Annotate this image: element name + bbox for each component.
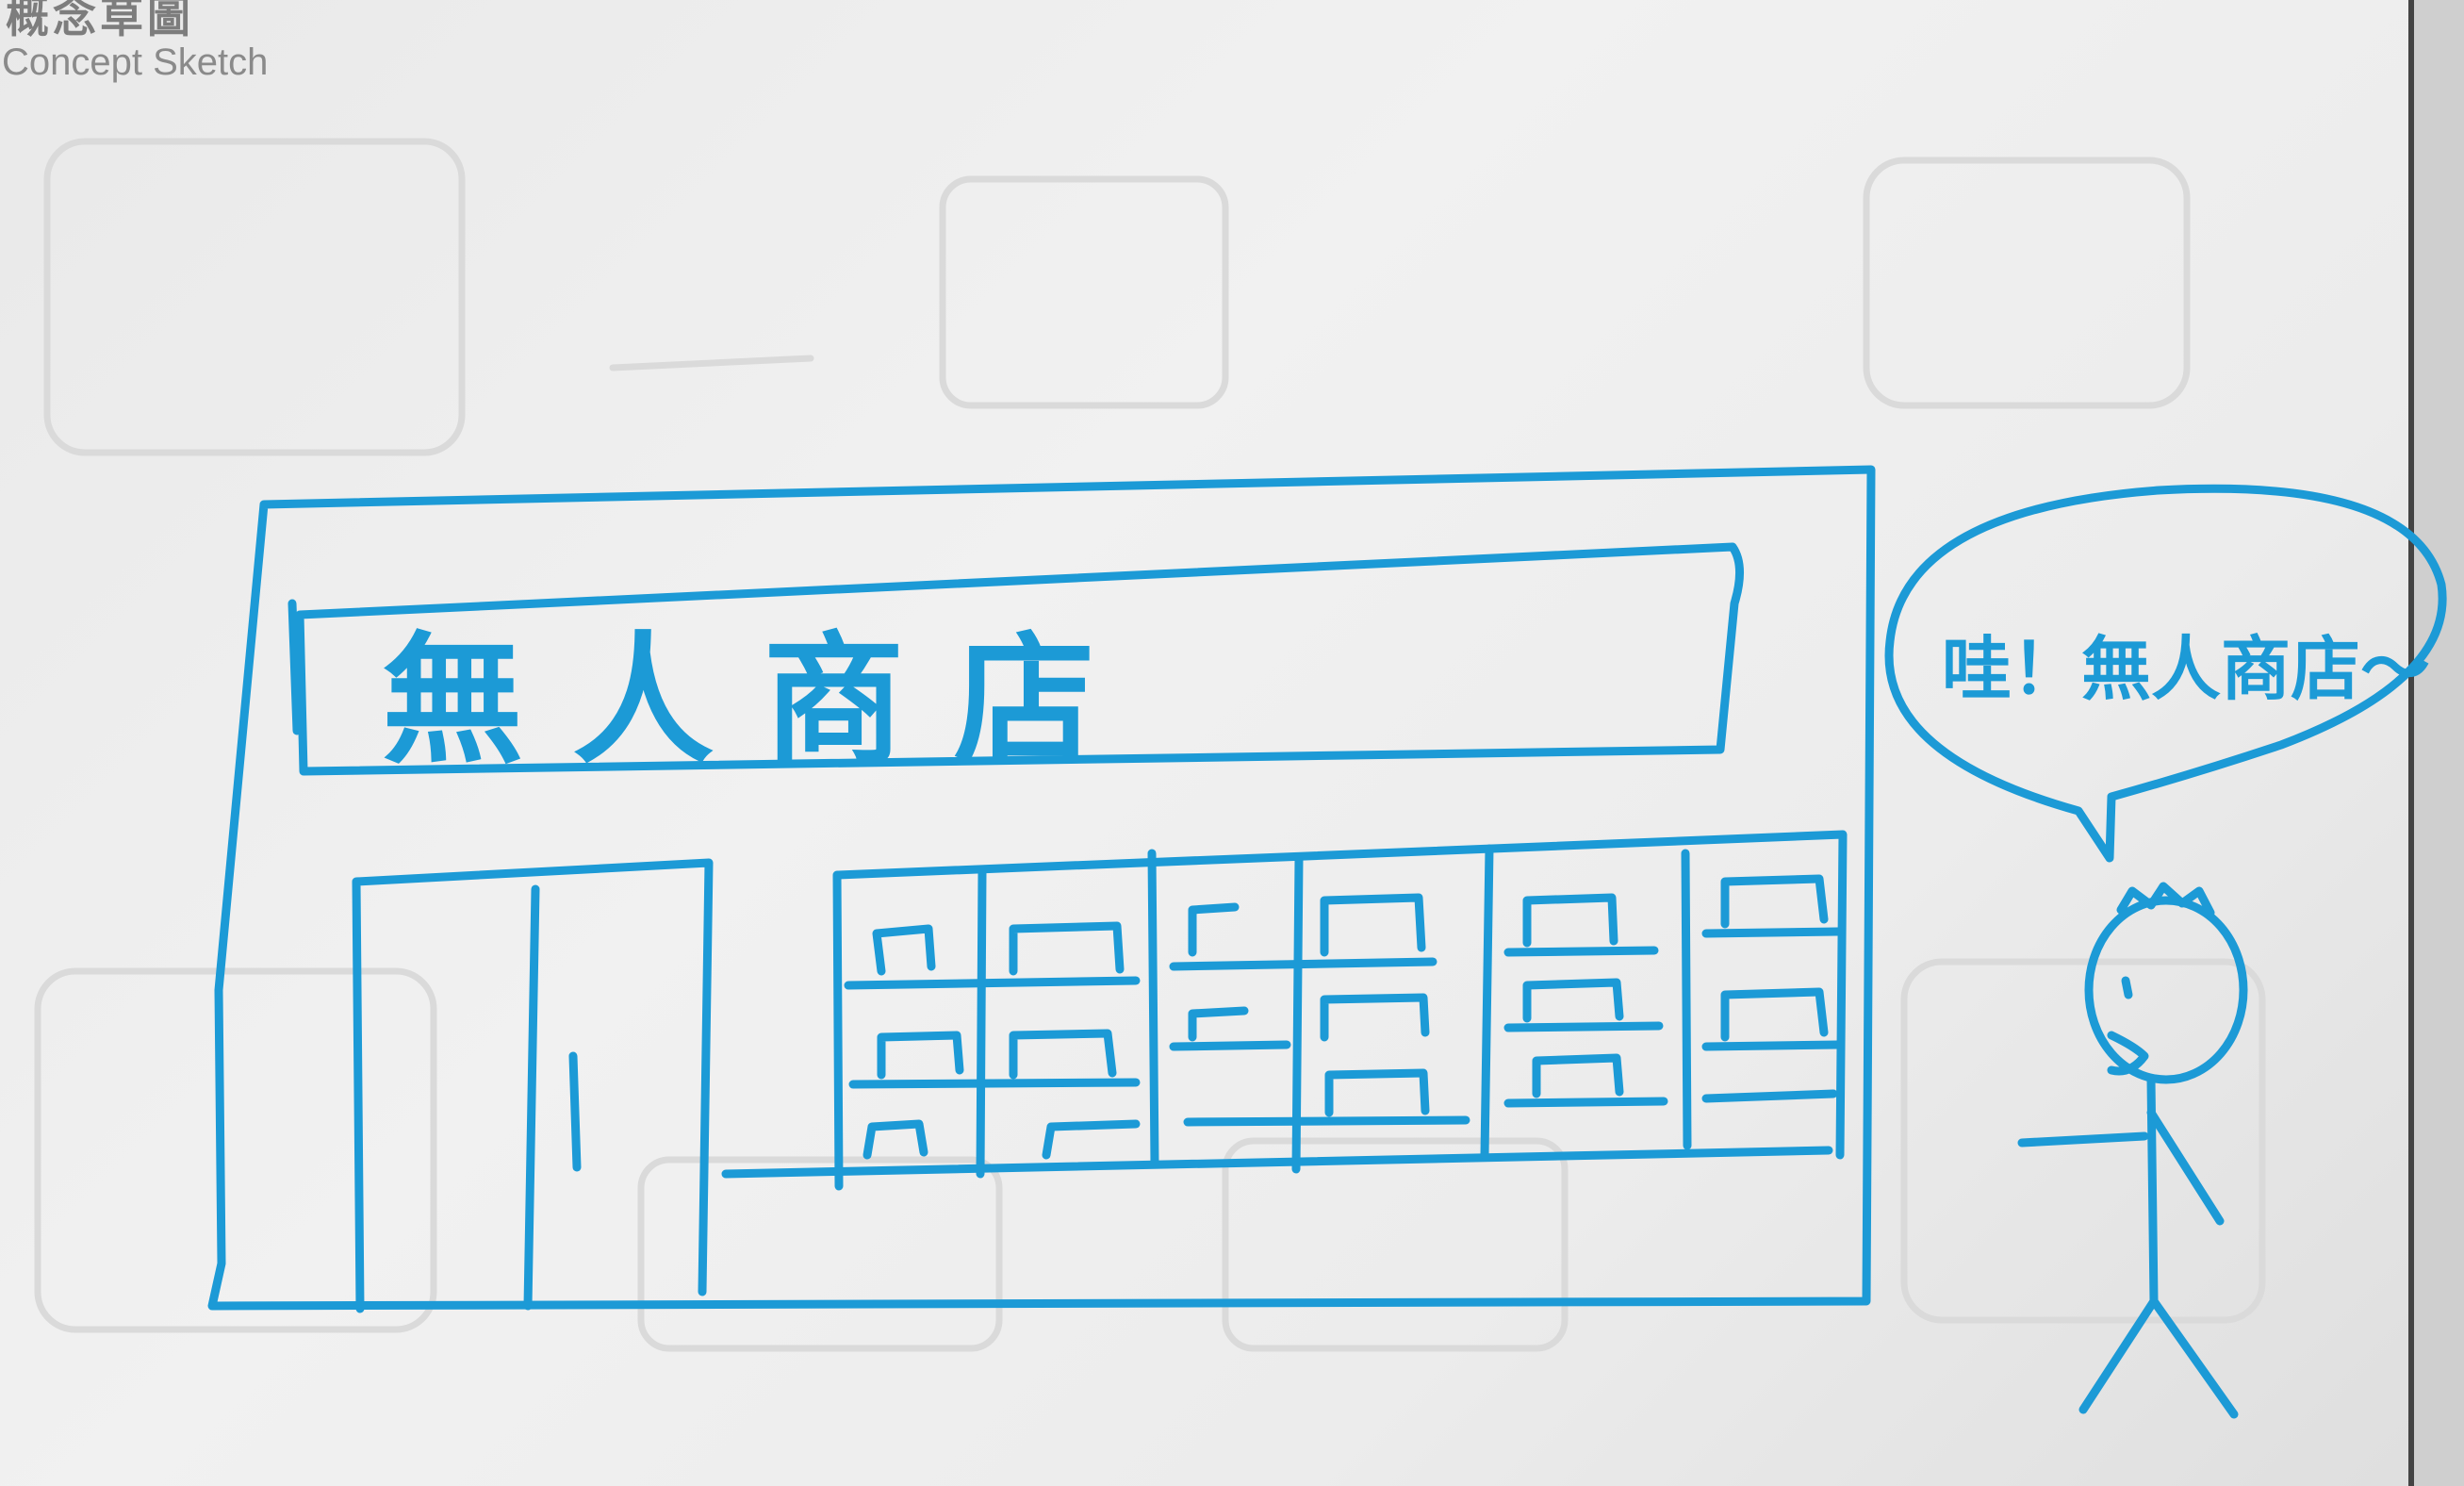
store-outline: [207, 465, 1876, 1311]
speech-bubble-text: 哇！無人商店～: [1942, 629, 2430, 710]
show-through-marks: [34, 138, 2266, 1352]
store-window-shelves: [721, 830, 1848, 1191]
speech-bubble: [1884, 484, 2447, 863]
store-sign-text: 無 人 商 店: [382, 619, 1095, 784]
page-header: 概念草圖 Concept Sketch: [0, 0, 268, 84]
store-sign-board: [295, 542, 1745, 776]
header-title-zh: 概念草圖: [6, 0, 194, 42]
store-door: [352, 858, 714, 1313]
background-beyond-paper: [2414, 0, 2464, 1486]
paper-edge: [2408, 0, 2414, 1486]
stick-figure: [2017, 882, 2248, 1419]
header-title-en: Concept Sketch: [2, 41, 269, 83]
